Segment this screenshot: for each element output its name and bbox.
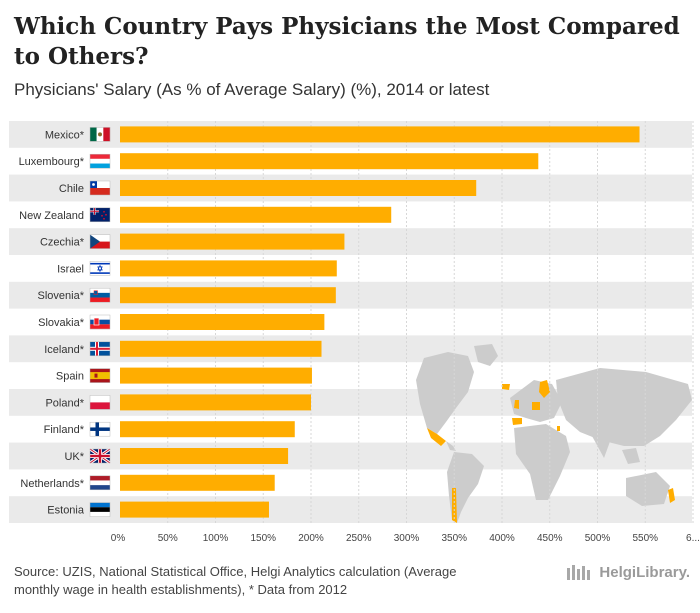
bar (120, 260, 337, 277)
poland-flag-icon (89, 395, 111, 410)
category-label: Slovakia* (38, 317, 85, 329)
row-band (9, 281, 692, 309)
spain-flag-icon (89, 368, 111, 383)
slovenia-flag-icon (89, 287, 111, 303)
mexico-flag-icon (89, 127, 111, 142)
category-label: Czechia* (40, 237, 85, 249)
bar-chart: Mexico* Luxembourg* Chile New Zealand Czechi… (9, 121, 700, 544)
iceland-flag-icon (89, 341, 111, 357)
category-label: Estonia (47, 505, 85, 517)
bar (120, 474, 275, 491)
x-tick-label: 150% (250, 533, 276, 544)
bar (120, 448, 289, 464)
bars (120, 126, 640, 518)
x-tick-label: 100% (203, 533, 229, 544)
netherlands-flag-icon (89, 475, 111, 491)
category-label: Luxembourg* (19, 156, 85, 168)
category-label: Poland* (45, 397, 84, 409)
chart-subtitle: Physicians' Salary (As % of Average Sala… (14, 80, 490, 99)
chile-flag-icon (89, 180, 111, 196)
world-map-icon (416, 344, 692, 523)
estonia-flag-icon (89, 502, 111, 517)
x-tick-label: 250% (346, 533, 372, 544)
category-label: Slovenia* (38, 290, 85, 302)
bar (120, 126, 640, 143)
source-note: Source: UZIS, National Statistical Offic… (14, 564, 457, 597)
bar (120, 287, 336, 304)
bar (120, 314, 325, 330)
page-title: Which Country Pays Physicians the Most C… (14, 13, 680, 70)
bar (120, 206, 392, 223)
row-band (9, 442, 692, 470)
bar (120, 180, 477, 196)
x-tick-label: 500% (585, 533, 611, 544)
new-zealand-flag-icon (89, 207, 111, 223)
category-label: Finland* (44, 424, 85, 436)
x-tick-label: 350% (441, 533, 467, 544)
category-label: Israel (57, 263, 84, 275)
x-tick-label: 200% (298, 533, 324, 544)
library-building-icon (567, 565, 591, 580)
luxembourg-flag-icon (89, 153, 111, 169)
helgi-library-logo: HelgiLibrary. (566, 563, 690, 581)
category-label: Chile (59, 183, 84, 195)
category-label: Netherlands* (20, 478, 84, 490)
bar (120, 153, 539, 170)
x-tick-label: 50% (158, 533, 178, 544)
x-tick-label: 450% (537, 533, 563, 544)
category-label: New Zealand (19, 210, 84, 222)
uk-flag-icon (89, 447, 111, 465)
bar (120, 421, 295, 438)
israel-flag-icon (89, 261, 111, 276)
bar (120, 367, 312, 384)
x-tick-label: 300% (394, 533, 420, 544)
row-band (9, 335, 692, 363)
category-labels: Mexico* Luxembourg* Chile New Zealand Czechi… (19, 129, 85, 516)
slovakia-flag-icon (89, 314, 111, 330)
x-tick-label: 400% (489, 533, 515, 544)
category-label: Iceland* (44, 344, 84, 356)
row-band (9, 228, 692, 255)
row-band (9, 496, 692, 523)
category-label: Spain (56, 371, 84, 383)
bar (120, 233, 345, 250)
finland-flag-icon (89, 421, 111, 437)
x-axis-ticks: 0% 50% 100% 150% 200% 250% 300% 350% 400% 450% 500… (111, 533, 700, 544)
flags (89, 127, 111, 517)
bar (120, 394, 311, 411)
czechia-flag-icon (89, 234, 111, 249)
category-label: Mexico* (45, 129, 85, 141)
x-tick-label: 0% (111, 533, 126, 544)
category-label: UK* (64, 451, 84, 463)
bar (120, 501, 269, 518)
bar (120, 340, 322, 357)
x-tick-label: 6... (686, 533, 700, 544)
x-tick-label: 550% (632, 533, 658, 544)
